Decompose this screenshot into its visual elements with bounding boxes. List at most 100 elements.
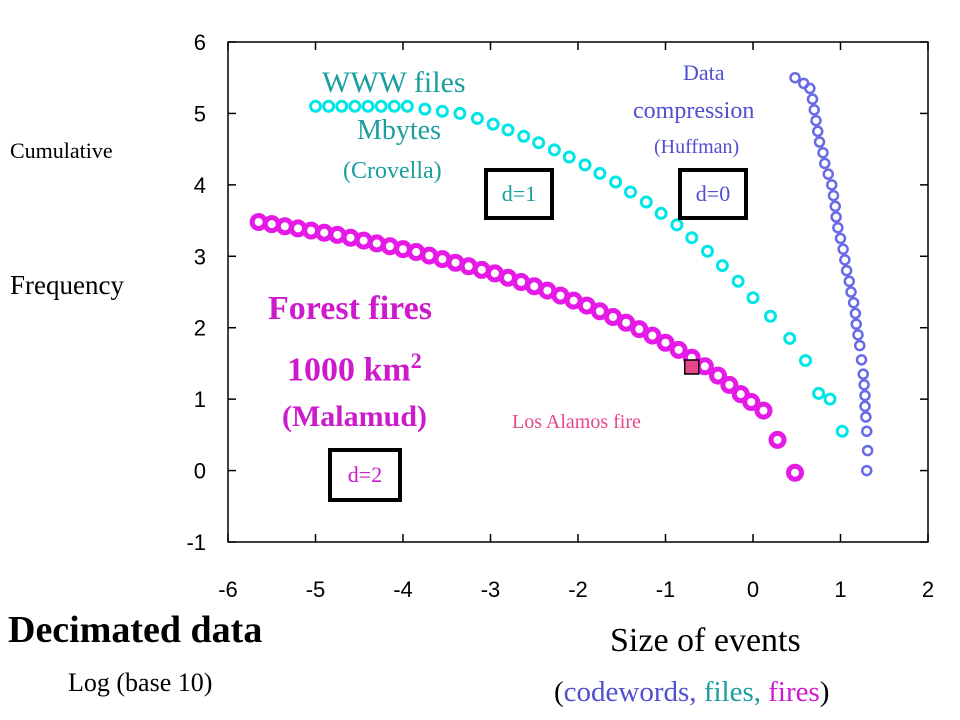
huffman-point [830, 211, 842, 223]
huffman-point [850, 318, 862, 330]
huffman-point [810, 114, 822, 127]
www-point [731, 274, 745, 288]
x-sublabel-files: files, [703, 676, 761, 708]
www-point [812, 386, 826, 400]
huffman-point [826, 179, 838, 191]
huffman-point [855, 354, 868, 366]
y-tick-label: 1 [194, 387, 206, 412]
www-point [453, 106, 467, 120]
www-point [715, 259, 729, 273]
huffman-point [859, 400, 871, 413]
d2-box-label: d=2 [348, 462, 382, 487]
huffman-point [819, 157, 831, 170]
los-alamos-marker [684, 359, 700, 375]
x-axis-sublabel: (codewords, files, fires) [554, 676, 829, 709]
huffman-point [843, 275, 855, 288]
huffman-point [834, 232, 847, 245]
www-label-line1: WWW files [322, 66, 466, 99]
annotation-label: Los Alamos fire [512, 411, 641, 433]
www-point [400, 99, 414, 113]
huffman-point [829, 200, 841, 213]
huffman-point [858, 379, 870, 391]
d0-box-label: d=0 [696, 181, 730, 206]
y-tick-label: 0 [194, 459, 206, 484]
www-point [835, 424, 849, 438]
fires-point [669, 340, 688, 359]
fires-point [720, 375, 739, 394]
huffman-point [837, 243, 849, 255]
y-tick-label: -1 [186, 530, 206, 555]
huffman-label-line1: Data [683, 60, 725, 85]
www-point [654, 206, 668, 220]
x-sublabel-close: ) [819, 676, 830, 708]
x-sublabel-codewords: codewords, [563, 676, 697, 708]
x-tick-label: -1 [656, 577, 676, 602]
huffman-point [852, 329, 864, 341]
www-point [501, 123, 515, 137]
huffman-point [822, 168, 834, 180]
y-axis-label-bottom: Frequency [10, 270, 124, 300]
fires-label-line2-text: 1000 km [287, 351, 411, 389]
fires-point [617, 313, 636, 332]
y-axis-label-top: Cumulative [10, 138, 113, 163]
huffman-point [806, 93, 819, 105]
huffman-point [813, 136, 826, 148]
www-point [639, 195, 653, 209]
www-point [624, 185, 637, 199]
www-point [435, 104, 449, 118]
fires-point [656, 333, 675, 352]
huffman-point [817, 146, 829, 159]
www-point [701, 244, 714, 258]
x-tick-label: 0 [747, 577, 759, 602]
huffman-point [854, 339, 866, 352]
huffman-point [789, 71, 801, 84]
x-tick-label: -5 [306, 577, 326, 602]
x-tick-label: -2 [568, 577, 588, 602]
d1-box [484, 168, 554, 220]
fires-label-line1: Forest fires [268, 290, 432, 327]
huffman-point [845, 286, 857, 298]
www-point [486, 117, 500, 131]
x-axis-label: Size of events [610, 622, 801, 659]
www-point [823, 392, 837, 406]
y-tick-label: 3 [194, 244, 206, 269]
y-tick-label: 4 [194, 173, 206, 198]
www-point [309, 99, 322, 113]
d2-box [328, 448, 402, 502]
x-tick-label: -6 [218, 577, 238, 602]
huffman-point [827, 189, 840, 202]
www-point [374, 99, 388, 113]
www-point [764, 309, 777, 323]
www-point [418, 102, 432, 116]
www-point [470, 111, 484, 125]
huffman-point [839, 254, 851, 266]
huffman-point [857, 368, 869, 380]
www-point [361, 99, 375, 113]
www-point [532, 136, 546, 150]
y-tick-label: 6 [194, 30, 206, 55]
huffman-point [861, 425, 873, 438]
x-tick-label: 2 [922, 577, 934, 602]
huffman-label-line3: (Huffman) [654, 136, 740, 158]
huffman-point [808, 104, 820, 116]
www-point [322, 99, 336, 113]
www-point [609, 175, 623, 189]
www-point [746, 291, 760, 305]
fires-label-line2: 1000 km2 [287, 348, 422, 389]
fires-point [709, 366, 727, 385]
y-tick-label: 2 [194, 316, 206, 341]
www-point [335, 99, 349, 113]
x-sublabel-open: ( [554, 676, 564, 708]
www-point [685, 231, 699, 245]
fires-point [695, 357, 714, 376]
www-label-line2: Mbytes [357, 115, 441, 146]
www-point [517, 129, 531, 143]
huffman-point [861, 444, 874, 457]
d1-box-label: d=1 [502, 181, 536, 206]
fires-point [643, 326, 662, 345]
huffman-point [832, 221, 844, 234]
huffman-point [849, 307, 862, 320]
fires-label-line3: (Malamud) [282, 400, 427, 433]
fires-label-sup: 2 [410, 348, 422, 373]
